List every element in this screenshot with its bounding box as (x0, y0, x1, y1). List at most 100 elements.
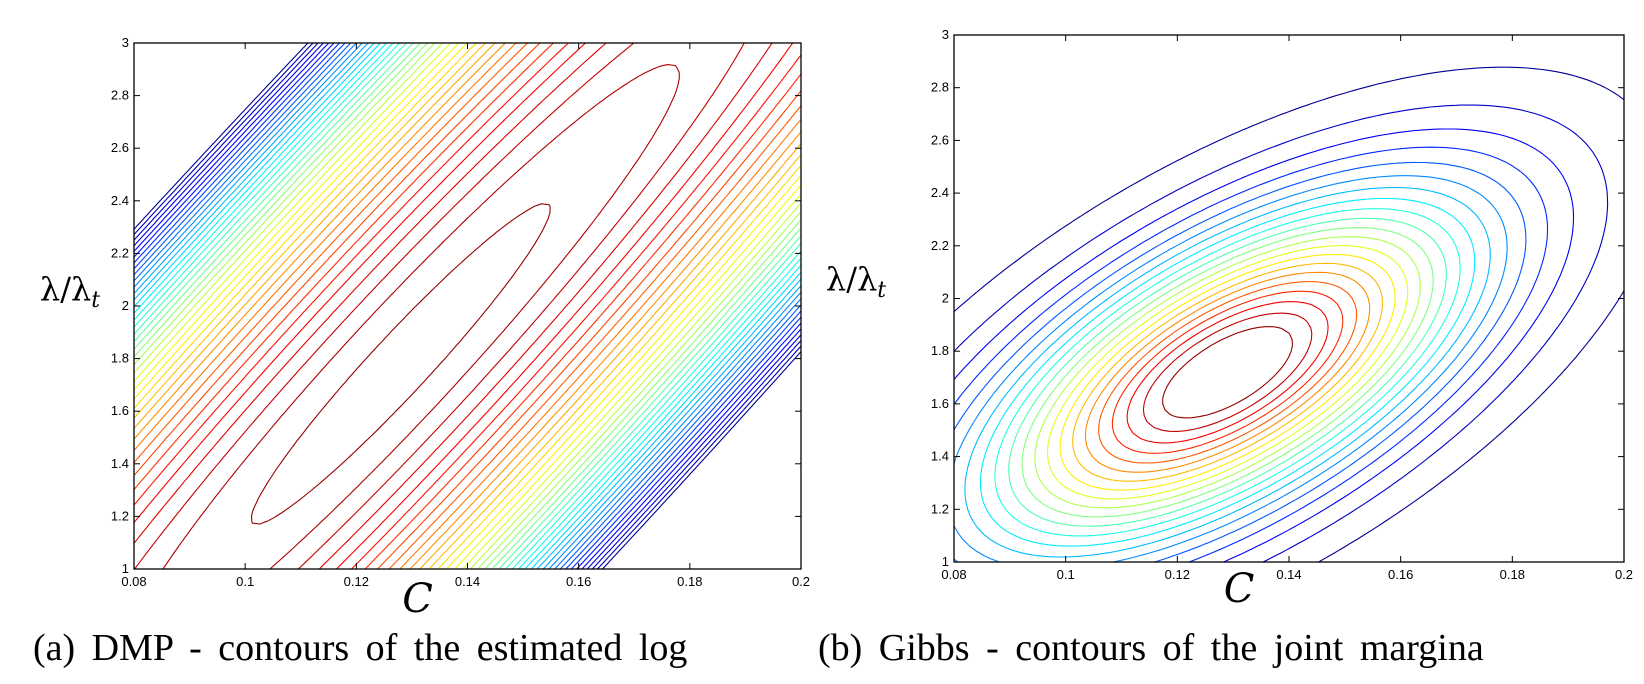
y-axis-label: λ/λt (40, 270, 100, 313)
x-tick-label: 0.16 (1388, 567, 1413, 582)
contour-level-20 (1142, 312, 1313, 432)
contour-level-16 (1084, 271, 1371, 473)
y-tick-label: 1.4 (111, 456, 129, 471)
contour-level-25 (133, 42, 802, 570)
contour-level-5 (133, 42, 802, 570)
contour-level-2 (133, 42, 802, 570)
contour-level-40 (250, 203, 551, 525)
contour-level-17 (133, 42, 802, 570)
y-tick-label: 2.4 (931, 185, 949, 200)
y-tick-label: 1.8 (111, 351, 129, 366)
contour-level-35 (133, 42, 802, 570)
contour-level-34 (133, 42, 802, 570)
contour-level-14 (133, 42, 802, 570)
x-tick-label: 0.2 (1615, 567, 1633, 582)
y-axis-label-subscript: t (877, 278, 886, 303)
contour-level-23 (133, 42, 802, 570)
x-tick-label: 0.2 (792, 574, 810, 589)
contour-level-13 (1046, 245, 1409, 500)
contour-level-1 (133, 42, 802, 570)
y-tick-label: 2.6 (931, 132, 949, 147)
contour-level-19 (133, 42, 802, 570)
y-tick-label: 1.8 (931, 343, 949, 358)
x-tick-label: 0.18 (1500, 567, 1525, 582)
contour-level-38 (134, 42, 745, 570)
contour-level-15 (133, 42, 802, 570)
axis-ticks: 0.08 0.1 0.12 0.14 0.16 0.18 0.2 1 1.2 1.4 1.6 1.8 2… (111, 35, 810, 589)
contour-level-20 (133, 42, 802, 570)
contour-level-28 (133, 42, 802, 570)
contour-level-3 (953, 128, 1575, 563)
y-tick-label: 1.6 (931, 396, 949, 411)
contour-level-7 (133, 42, 802, 570)
contour-level-27 (133, 42, 802, 570)
y-axis-label-main: λ/λ (826, 260, 877, 298)
contour-level-10 (133, 42, 802, 570)
contour-level-19 (1126, 301, 1329, 444)
y-axis-label-subscript: t (91, 288, 100, 313)
y-tick-label: 2.6 (111, 140, 129, 155)
x-tick-label: 0.14 (455, 574, 480, 589)
contour-lines (953, 66, 1625, 563)
y-tick-label: 2 (942, 291, 949, 306)
y-tick-label: 1.2 (111, 508, 129, 523)
contour-level-32 (133, 42, 802, 570)
y-tick-label: 1.4 (931, 449, 949, 464)
contour-level-2 (953, 104, 1609, 563)
contour-level-13 (133, 42, 802, 570)
panel-b-gibbs-contour-plot: 0.08 0.1 0.12 0.14 0.16 0.18 0.2 1 1.2 1.4 1.6 1.8 2… (826, 27, 1633, 612)
contour-level-26 (133, 42, 802, 570)
x-tick-label: 0.18 (677, 574, 702, 589)
x-tick-label: 0.14 (1276, 567, 1301, 582)
contour-level-36 (133, 42, 794, 570)
contour-level-5 (953, 161, 1527, 563)
y-axis-label-main: λ/λ (40, 270, 91, 308)
y-tick-label: 2.2 (931, 238, 949, 253)
y-tick-label: 1 (122, 561, 129, 576)
contour-level-21 (1162, 326, 1293, 419)
contour-level-12 (133, 42, 802, 570)
y-tick-label: 3 (942, 27, 949, 42)
contour-level-18 (1111, 290, 1344, 454)
x-axis-label: C (402, 576, 433, 622)
y-tick-label: 2.8 (111, 88, 129, 103)
contour-level-21 (133, 42, 802, 570)
contour-level-6 (133, 42, 802, 570)
contour-level-29 (133, 42, 802, 570)
contour-lines (133, 42, 802, 570)
caption-a: (a) DMP - contours of the estimated log (33, 627, 688, 669)
contour-level-7 (964, 186, 1491, 558)
contour-level-22 (133, 42, 802, 570)
contour-level-15 (1072, 262, 1384, 482)
axis-ticks: 0.08 0.1 0.12 0.14 0.16 0.18 0.2 1 1.2 1.4 1.6 1.8 2… (931, 27, 1633, 582)
x-tick-label: 0.08 (941, 567, 966, 582)
contour-level-30 (133, 42, 802, 570)
contour-level-18 (133, 42, 802, 570)
contour-level-14 (1059, 253, 1396, 491)
x-tick-label: 0.08 (121, 574, 146, 589)
contour-level-4 (133, 42, 802, 570)
y-tick-label: 2.2 (111, 245, 129, 260)
y-tick-label: 1.6 (111, 403, 129, 418)
y-tick-label: 1.2 (931, 501, 949, 516)
contour-level-8 (979, 197, 1476, 547)
axes-frame (953, 34, 1625, 563)
caption-b: (b) Gibbs - contours of the joint margin… (818, 627, 1484, 669)
contour-level-9 (994, 208, 1461, 537)
x-tick-label: 0.1 (1057, 567, 1075, 582)
contour-level-9 (133, 42, 802, 570)
contour-level-11 (1021, 227, 1434, 518)
contour-level-24 (133, 42, 802, 570)
contour-level-8 (133, 42, 802, 570)
panel-a-dmp-contour-plot: 0.08 0.1 0.12 0.14 0.16 0.18 0.2 1 1.2 1.4 1.6 1.8 2… (40, 35, 810, 622)
y-tick-label: 2.4 (111, 193, 129, 208)
x-tick-label: 0.12 (344, 574, 369, 589)
y-tick-label: 2.8 (931, 80, 949, 95)
y-tick-label: 1 (942, 554, 949, 569)
contour-level-10 (1008, 217, 1447, 527)
y-tick-label: 3 (122, 35, 129, 50)
contour-level-12 (1034, 236, 1421, 509)
x-tick-label: 0.12 (1165, 567, 1190, 582)
contour-level-6 (953, 175, 1508, 563)
